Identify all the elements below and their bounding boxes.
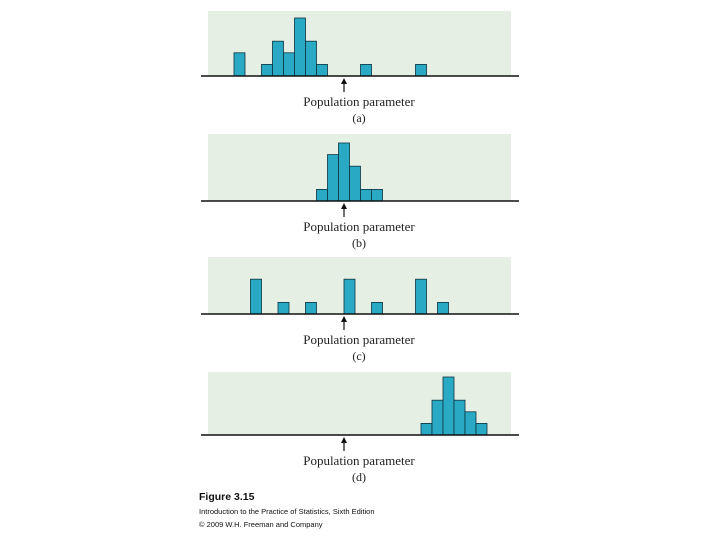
histogram-bar xyxy=(415,64,427,77)
parameter-arrow-head xyxy=(341,437,347,443)
histogram-bar xyxy=(250,278,262,315)
histogram-bar xyxy=(277,301,290,315)
histogram-bar xyxy=(442,376,455,436)
axis-label: Population parameter xyxy=(303,453,415,468)
panel-label: (c) xyxy=(352,349,365,363)
histogram-bar xyxy=(349,165,361,202)
histogram-bar xyxy=(343,278,356,315)
histogram-bar xyxy=(272,40,284,77)
histogram-bar xyxy=(360,64,372,77)
copyright-notice: © 2009 W.H. Freeman and Company xyxy=(199,520,323,529)
histogram-panel-1: Population parameter (a) xyxy=(201,11,519,125)
histogram-panel-3: Population parameter (c) xyxy=(201,257,519,363)
histogram-bar xyxy=(316,188,328,202)
panel-label: (a) xyxy=(352,111,365,125)
axis-label: Population parameter xyxy=(303,219,415,234)
histogram-bar xyxy=(371,301,383,315)
axis-label: Population parameter xyxy=(303,332,415,347)
histogram-bar xyxy=(475,422,488,436)
histogram-bar xyxy=(415,278,427,315)
histogram-bar xyxy=(261,64,273,77)
histogram-bar xyxy=(327,154,339,202)
axis-label: Population parameter xyxy=(303,94,415,109)
figure-title: Figure 3.15 xyxy=(199,491,255,503)
histogram-bar xyxy=(420,422,433,436)
histogram-bar xyxy=(294,17,306,77)
histogram-panel-4: Population parameter (d) xyxy=(201,372,519,484)
panel-background xyxy=(208,11,511,76)
histogram-bar xyxy=(371,188,383,202)
histogram-bar xyxy=(338,142,350,202)
parameter-arrow-head xyxy=(341,203,347,209)
panel-label: (d) xyxy=(352,470,366,484)
book-title: Introduction to the Practice of Statisti… xyxy=(199,507,375,516)
histogram-bar xyxy=(305,301,317,315)
parameter-arrow-head xyxy=(341,78,347,84)
histogram-bar xyxy=(360,188,372,202)
histogram-bar xyxy=(283,52,295,77)
histogram-bar xyxy=(316,64,328,77)
panel-label: (b) xyxy=(352,236,366,250)
histogram-bar xyxy=(305,40,317,77)
histogram-bar xyxy=(233,52,246,77)
parameter-arrow-head xyxy=(341,316,347,322)
histogram-panel-2: Population parameter (b) xyxy=(201,134,519,250)
histogram-bar xyxy=(453,399,466,436)
histogram-bar xyxy=(431,399,444,436)
histogram-bar xyxy=(464,411,477,436)
histogram-bar xyxy=(437,301,449,315)
